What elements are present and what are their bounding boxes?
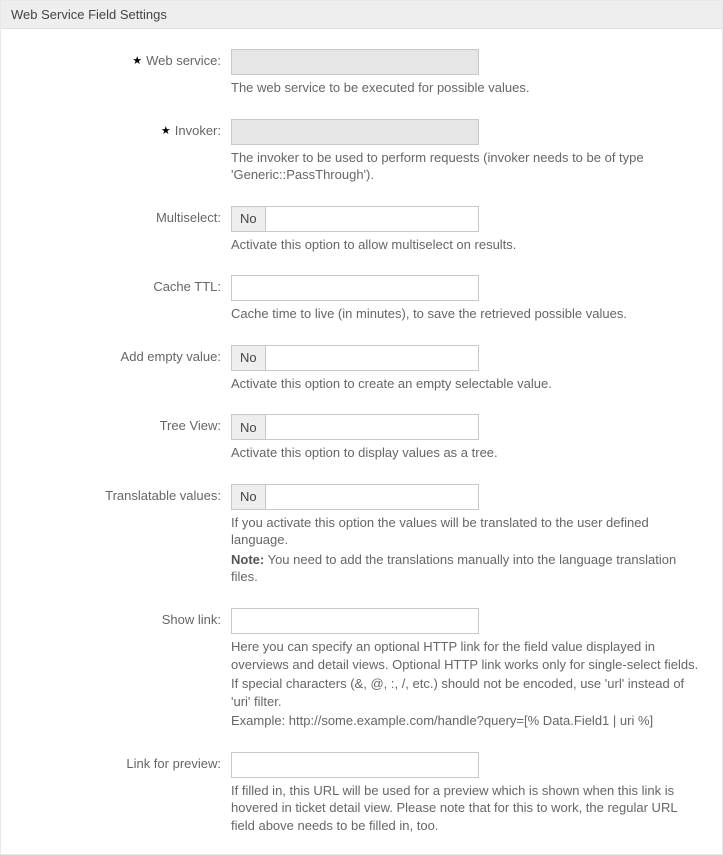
row-web-service: ★ Web service: <box>13 49 710 75</box>
multiselect-desc: Activate this option to allow multiselec… <box>231 236 710 254</box>
link-preview-input[interactable] <box>231 752 479 778</box>
web-service-desc: The web service to be executed for possi… <box>231 79 710 97</box>
add-empty-select[interactable]: No <box>231 345 479 371</box>
label-translatable: Translatable values: <box>13 484 231 503</box>
row-show-link: Show link: <box>13 608 710 634</box>
translatable-desc: If you activate this option the values w… <box>231 514 710 549</box>
tree-view-desc: Activate this option to display values a… <box>231 444 710 462</box>
tree-view-select[interactable]: No <box>231 414 479 440</box>
link-preview-desc: If filled in, this URL will be used for … <box>231 782 710 835</box>
row-translatable: Translatable values: No <box>13 484 710 510</box>
row-link-preview: Link for preview: <box>13 752 710 778</box>
note-text: You need to add the translations manuall… <box>231 552 676 585</box>
required-star-icon: ★ <box>161 125 171 137</box>
show-link-desc2: If special characters (&, @, :, /, etc.)… <box>231 675 710 710</box>
tree-view-value: No <box>232 415 266 439</box>
label-add-empty: Add empty value: <box>13 345 231 364</box>
cache-ttl-desc: Cache time to live (in minutes), to save… <box>231 305 710 323</box>
multiselect-select[interactable]: No <box>231 206 479 232</box>
label-tree-view: Tree View: <box>13 414 231 433</box>
add-empty-desc: Activate this option to create an empty … <box>231 375 710 393</box>
translatable-note: Note: You need to add the translations m… <box>231 551 710 586</box>
settings-panel: Web Service Field Settings ★ Web service:… <box>0 0 723 855</box>
required-star-icon: ★ <box>132 55 142 67</box>
invoker-input[interactable] <box>231 119 479 145</box>
show-link-input[interactable] <box>231 608 479 634</box>
label-link-preview: Link for preview: <box>13 752 231 771</box>
cache-ttl-input[interactable] <box>231 275 479 301</box>
add-empty-value: No <box>232 346 266 370</box>
label-web-service-text: Web service: <box>146 53 221 68</box>
translatable-value: No <box>232 485 266 509</box>
row-invoker: ★ Invoker: <box>13 119 710 145</box>
label-show-link: Show link: <box>13 608 231 627</box>
panel-body: ★ Web service: The web service to be exec… <box>1 29 722 854</box>
panel-title: Web Service Field Settings <box>1 1 722 29</box>
multiselect-value: No <box>232 207 266 231</box>
label-multiselect: Multiselect: <box>13 206 231 225</box>
show-link-desc1: Here you can specify an optional HTTP li… <box>231 638 710 673</box>
row-multiselect: Multiselect: No <box>13 206 710 232</box>
note-label: Note: <box>231 552 264 567</box>
label-web-service: ★ Web service: <box>13 49 231 68</box>
label-invoker-text: Invoker: <box>175 123 221 138</box>
invoker-desc: The invoker to be used to perform reques… <box>231 149 710 184</box>
row-add-empty: Add empty value: No <box>13 345 710 371</box>
show-link-desc3: Example: http://some.example.com/handle?… <box>231 712 710 730</box>
row-cache-ttl: Cache TTL: <box>13 275 710 301</box>
row-tree-view: Tree View: No <box>13 414 710 440</box>
translatable-select[interactable]: No <box>231 484 479 510</box>
label-invoker: ★ Invoker: <box>13 119 231 138</box>
label-cache-ttl: Cache TTL: <box>13 275 231 294</box>
web-service-input[interactable] <box>231 49 479 75</box>
